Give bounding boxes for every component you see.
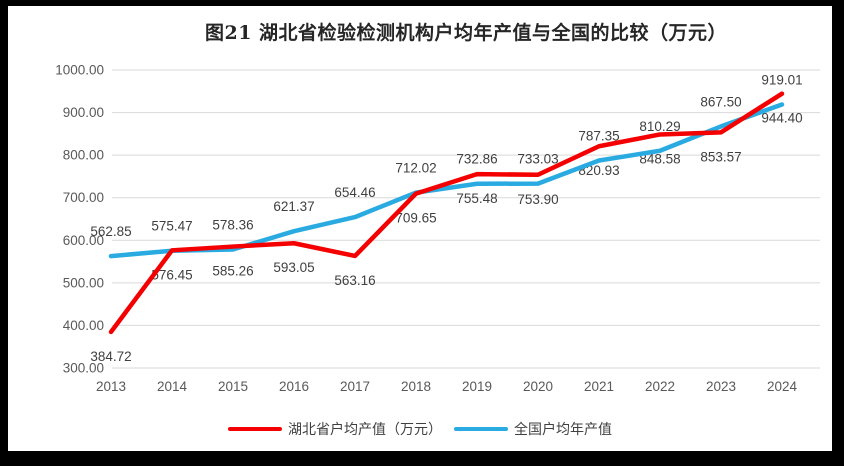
y-axis-tick-label: 400.00	[63, 318, 104, 333]
data-point-label-national: 867.50	[700, 94, 741, 109]
data-point-label-hubei: 563.16	[334, 273, 375, 288]
data-point-label-hubei: 848.58	[639, 151, 680, 166]
y-axis-tick-label: 1000.00	[55, 63, 104, 78]
chart-card: 图21 湖北省检验检测机构户均年产值与全国的比较（万元） 1000.00 900.…	[8, 6, 832, 451]
x-axis-label: 2022	[645, 379, 675, 394]
x-axis-label: 2019	[462, 379, 492, 394]
y-axis-tick-label: 600.00	[63, 233, 104, 248]
y-axis-tick-label: 500.00	[63, 275, 104, 290]
legend-item-national: 全国户均年产值	[454, 419, 612, 439]
x-axis-label: 2013	[96, 379, 126, 394]
legend-item-hubei: 湖北省户均产值（万元）	[228, 419, 442, 439]
series-line-hubei	[108, 91, 785, 335]
data-point-label-national: 712.02	[395, 161, 436, 176]
data-point-label-hubei: 820.93	[578, 163, 619, 178]
data-point-label-national: 787.35	[578, 129, 619, 144]
data-point-label-national: 621.37	[273, 199, 314, 214]
chart-title: 图21 湖北省检验检测机构户均年产值与全国的比较（万元）	[204, 22, 728, 44]
data-point-label-national: 810.29	[639, 119, 680, 134]
x-axis-label: 2014	[157, 379, 188, 394]
x-axis-label: 2017	[340, 379, 370, 394]
data-point-label-national: 575.47	[151, 219, 192, 234]
legend-label-national: 全国户均年产值	[514, 421, 612, 437]
data-point-label-national: 562.85	[90, 224, 131, 239]
data-point-label-national: 732.86	[456, 152, 497, 167]
legend-swatch-national-line	[454, 426, 508, 432]
x-axis-label: 2020	[523, 379, 553, 394]
legend: 湖北省户均产值（万元） 全国户均年产值	[8, 419, 832, 439]
y-axis-tick-label: 800.00	[63, 148, 104, 163]
data-point-label-hubei: 585.26	[212, 264, 253, 279]
data-point-label-national: 578.36	[212, 217, 253, 232]
data-point-label-hubei: 384.72	[90, 349, 131, 364]
y-axis-tick-label: 300.00	[63, 361, 104, 376]
line-chart: 1000.00 900.00 800.00 700.00 600.00 500.00 400…	[55, 63, 820, 394]
data-point-label-hubei: 755.48	[456, 191, 497, 206]
x-axis-label: 2023	[706, 379, 736, 394]
data-point-label-hubei: 853.57	[700, 149, 741, 164]
data-point-label-national: 733.03	[517, 152, 558, 167]
data-point-label-hubei: 753.90	[517, 192, 558, 207]
y-axis-tick-label: 700.00	[63, 190, 104, 205]
data-point-label-national: 919.01	[761, 72, 802, 87]
x-axis-label: 2015	[218, 379, 248, 394]
legend-swatch-hubei-line	[228, 426, 282, 432]
x-axis-label: 2021	[584, 379, 614, 394]
x-axis-label: 2018	[401, 379, 431, 394]
data-point-label-national: 654.46	[334, 185, 375, 200]
data-point-label-hubei: 593.05	[273, 260, 314, 275]
legend-label-hubei: 湖北省户均产值（万元）	[288, 421, 442, 437]
data-point-label-hubei: 709.65	[395, 211, 436, 226]
x-axis-label: 2016	[279, 379, 309, 394]
series-line-national	[108, 102, 785, 259]
data-point-label-hubei: 944.40	[761, 111, 802, 126]
x-axis-label: 2024	[767, 379, 798, 394]
y-axis-tick-label: 900.00	[63, 105, 104, 120]
data-point-label-hubei: 576.45	[151, 267, 192, 282]
